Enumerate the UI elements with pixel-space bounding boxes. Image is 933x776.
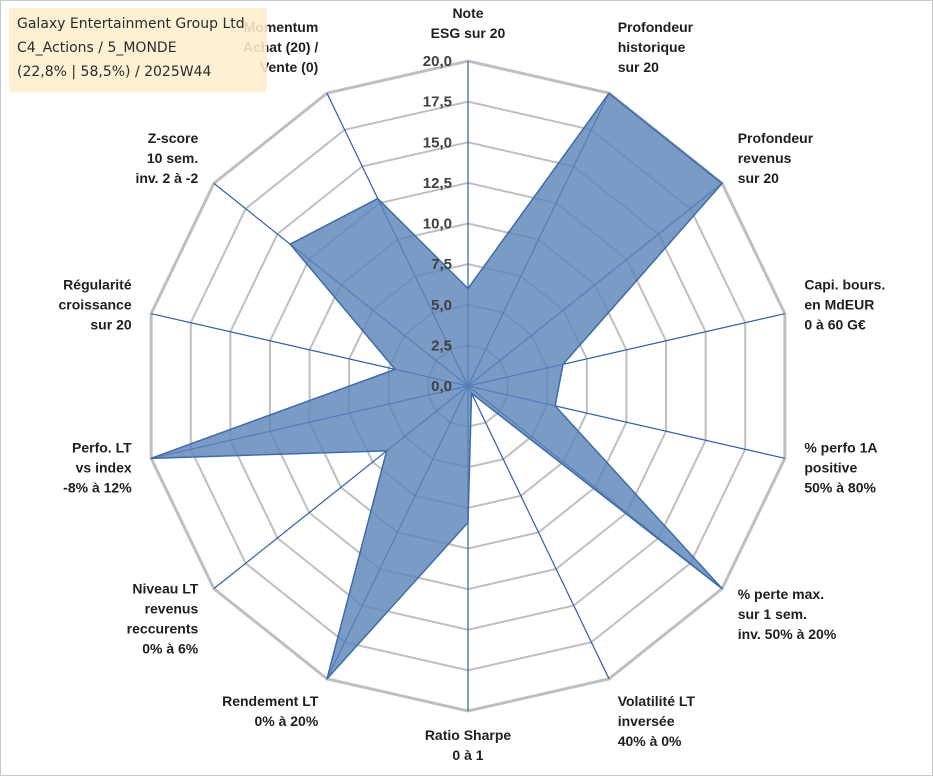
axis-label: Niveau LT revenus reccurents 0% à 6% [127, 581, 199, 657]
axis-label: Perfo. LT vs index -8% à 12% [63, 439, 132, 495]
tick-label: 0,0 [431, 378, 452, 395]
axis-label: Note ESG sur 20 [431, 5, 506, 41]
axis-label: Volatilité LT inversée 40% à 0% [618, 693, 696, 749]
info-box: Galaxy Entertainment Group Ltd C4_Action… [9, 8, 267, 92]
axis-label: Profondeur historique sur 20 [618, 19, 694, 75]
tick-label: 7,5 [431, 256, 452, 273]
tick-label: 12,5 [423, 175, 452, 192]
tick-layer: 0,0 2,5 5,0 7,5 10,0 12,5 15,0 17,5 20,0 [423, 53, 452, 395]
axis-label: Régularité croissance sur 20 [58, 277, 131, 333]
axis-label: Rendement LT 0% à 20% [222, 693, 319, 729]
series-polygon [150, 92, 723, 680]
axis-label: % perte max. sur 1 sem. inv. 50% à 20% [738, 586, 837, 642]
tick-label: 20,0 [423, 53, 452, 70]
data-layer [150, 92, 723, 680]
portfolio-name: C4_Actions / 5_MONDE [17, 40, 177, 56]
company-name: Galaxy Entertainment Group Ltd [17, 16, 245, 32]
period-text: (22,8% | 58,5%) / 2025W44 [17, 64, 212, 80]
axis-label: Ratio Sharpe 0 à 1 [425, 727, 512, 763]
axis-label: Z-score 10 sem. inv. 2 à -2 [135, 130, 198, 186]
tick-label: 15,0 [423, 134, 452, 151]
tick-label: 5,0 [431, 297, 452, 314]
tick-label: 2,5 [431, 337, 452, 354]
axis-label: % perfo 1A positive 50% à 80% [804, 439, 877, 495]
axis-label: Capi. bours. en MdEUR 0 à 60 G€ [804, 277, 885, 333]
axis-label: Profondeur revenus sur 20 [738, 130, 814, 186]
axis-spoke [467, 385, 610, 680]
tick-label: 10,0 [423, 216, 452, 233]
tick-label: 17,5 [423, 94, 452, 111]
